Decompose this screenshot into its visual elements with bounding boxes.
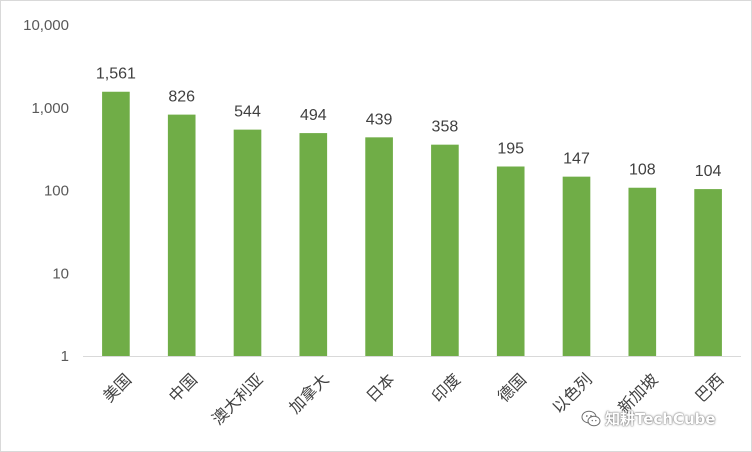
bar [365,137,393,356]
data-label: 1,561 [96,66,136,83]
bar [694,189,722,356]
wechat-icon [581,410,601,426]
data-label: 147 [563,151,590,168]
category-label: 中国 [165,370,201,406]
y-tick-label: 10 [52,265,69,282]
category-label: 德国 [494,370,530,406]
bar [233,129,262,356]
data-label: 826 [168,89,195,106]
bar [299,133,328,356]
y-tick-label: 1,000 [31,100,69,117]
bar [102,91,130,356]
category-label: 巴西 [691,370,727,406]
category-label: 美国 [99,370,135,406]
category-label: 澳大利亚 [208,370,267,429]
category-label: 加拿大 [285,370,332,417]
category-label: 日本 [362,370,398,406]
y-tick-label: 100 [44,183,69,200]
bar [167,114,196,356]
y-tick-label: 1 [61,348,69,365]
data-label: 195 [497,140,524,157]
data-label: 494 [300,107,327,124]
y-tick-label: 10,000 [23,17,69,34]
watermark: 知耕TechCube [581,408,716,429]
data-label: 108 [629,162,656,179]
category-label: 印度 [428,370,464,406]
data-label: 358 [432,119,459,136]
bars [102,91,722,356]
data-label: 104 [695,163,722,180]
bar [496,166,525,356]
bar [562,176,591,356]
bar [628,187,657,356]
watermark-text: 知耕TechCube [605,410,716,428]
data-label: 544 [234,104,261,121]
data-labels: 1,561 826 544 494 439 358 195 147 108 104 [96,66,722,180]
data-label: 439 [366,111,393,128]
y-axis-ticks: 1 10 100 1,000 10,000 [23,17,69,365]
bar [431,144,459,356]
